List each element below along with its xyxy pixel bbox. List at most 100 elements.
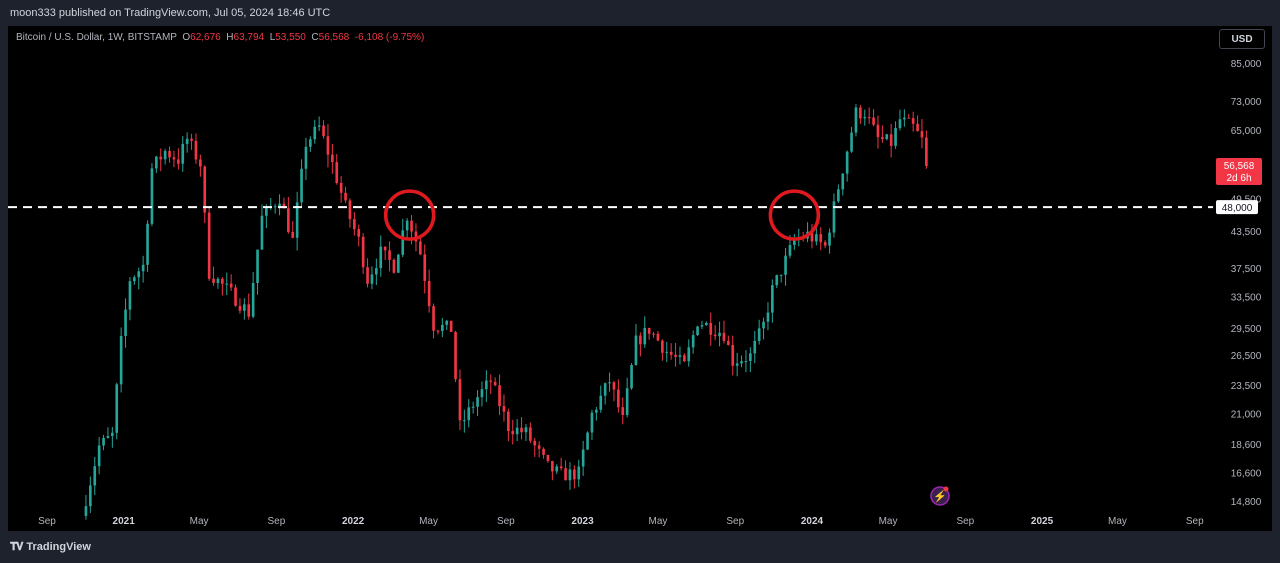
- candle-body: [295, 202, 299, 238]
- candle-body: [454, 331, 457, 380]
- candle-body: [366, 267, 369, 284]
- candle-body: [542, 448, 545, 455]
- candle-body: [502, 406, 506, 412]
- candle-body: [885, 134, 889, 140]
- last-price-tag: [1216, 157, 1262, 185]
- candle-body: [617, 389, 620, 408]
- candle-body: [137, 271, 141, 278]
- candle-body: [172, 157, 176, 160]
- candle-body: [260, 215, 264, 250]
- y-tick-label: 73,000: [1231, 97, 1262, 108]
- candle-body: [762, 321, 765, 329]
- candle-body: [335, 162, 339, 183]
- x-tick-label: May: [879, 516, 898, 527]
- candle-body: [410, 220, 413, 232]
- candle-body: [124, 309, 127, 336]
- legend-high: 63,794: [233, 32, 265, 43]
- candle-body: [533, 440, 537, 446]
- candle-body: [405, 220, 409, 231]
- candle-body: [793, 239, 796, 246]
- candle-body: [529, 427, 532, 441]
- candle-body: [238, 305, 242, 311]
- candle-body: [339, 182, 343, 193]
- candle-body: [546, 454, 550, 462]
- candle-body: [97, 445, 101, 467]
- candle-body: [361, 236, 365, 268]
- candle-body: [106, 435, 110, 438]
- candle-body: [898, 119, 902, 129]
- candle-body: [674, 354, 677, 357]
- legend-symbol: Bitcoin / U.S. Dollar, 1W, BITSTAMP: [16, 32, 177, 43]
- candle-body: [177, 159, 180, 164]
- candle-body: [146, 223, 149, 265]
- candle-body: [555, 466, 559, 472]
- badge-dot: [943, 486, 949, 492]
- candle-body: [476, 397, 479, 407]
- tradingview-logo[interactable]: 𝐓𝐕 TradingView: [10, 541, 91, 554]
- candle-body: [423, 254, 427, 281]
- tradingview-logo-text: TradingView: [26, 541, 91, 553]
- legend-close: 56,568: [318, 32, 350, 43]
- candle-body: [507, 411, 510, 432]
- candle-body: [278, 203, 281, 207]
- candle-body: [568, 469, 572, 481]
- y-tick-label: 23,500: [1231, 381, 1262, 392]
- candle-body: [647, 328, 651, 334]
- y-tick-label: 85,000: [1231, 59, 1262, 70]
- candle-body: [683, 355, 686, 362]
- legend-low: 53,550: [275, 32, 306, 43]
- candle-body: [379, 246, 383, 269]
- candle-body: [256, 249, 259, 283]
- x-tick-label: 2021: [113, 516, 136, 527]
- candle-body: [907, 117, 911, 119]
- candle-body: [573, 469, 576, 480]
- x-tick-label: May: [1108, 516, 1127, 527]
- candle-body: [911, 118, 915, 124]
- x-tick-label: May: [649, 516, 668, 527]
- y-tick-label: 29,500: [1231, 324, 1262, 335]
- publish-text: moon333 published on TradingView.com, Ju…: [10, 7, 331, 19]
- candle-body: [168, 150, 171, 158]
- candle-body: [889, 134, 893, 146]
- candle-body: [731, 344, 735, 366]
- candle-body: [832, 201, 836, 233]
- candle-body: [656, 333, 660, 341]
- chart-pane[interactable]: 85,000 73,000 65,000 49,500 43,500 37,500 33,5…: [8, 26, 1272, 531]
- candle-body: [375, 268, 378, 275]
- candle-body: [401, 230, 405, 255]
- candlestick-chart[interactable]: 85,000 73,000 65,000 49,500 43,500 37,500 33,5…: [8, 26, 1272, 531]
- candle-body: [788, 245, 792, 256]
- legend-open-label: O: [182, 32, 191, 43]
- candle-body: [212, 278, 215, 284]
- candle-body: [111, 432, 114, 436]
- candle-body: [419, 241, 422, 255]
- candle-body: [463, 420, 466, 422]
- candle-body: [203, 166, 207, 213]
- highlight-circle: [383, 189, 436, 241]
- candle-body: [577, 466, 581, 480]
- legend-low-label: L: [269, 32, 276, 43]
- legend-open: 62,676: [190, 32, 221, 43]
- candle-body: [194, 140, 198, 160]
- candle-body: [705, 322, 708, 326]
- candle-body: [115, 384, 119, 433]
- candle-body: [771, 285, 774, 313]
- candle-body: [735, 363, 739, 366]
- candle-body: [775, 275, 779, 286]
- candle-body: [815, 234, 818, 242]
- candle-body: [190, 138, 193, 141]
- candle-body: [590, 412, 594, 433]
- candle-body: [872, 117, 875, 125]
- candle-body: [603, 383, 607, 396]
- legend-close-label: C: [311, 32, 319, 43]
- candle-body: [229, 283, 233, 288]
- y-tick-label: 37,500: [1231, 264, 1262, 275]
- x-tick-label: Sep: [38, 516, 56, 527]
- candle-body: [309, 139, 312, 147]
- candle-body: [467, 407, 471, 421]
- candle-body: [916, 123, 919, 132]
- candle-body: [894, 128, 897, 146]
- x-tick-label: Sep: [956, 516, 974, 527]
- currency-button[interactable]: USD: [1219, 29, 1265, 49]
- candle-body: [859, 107, 862, 119]
